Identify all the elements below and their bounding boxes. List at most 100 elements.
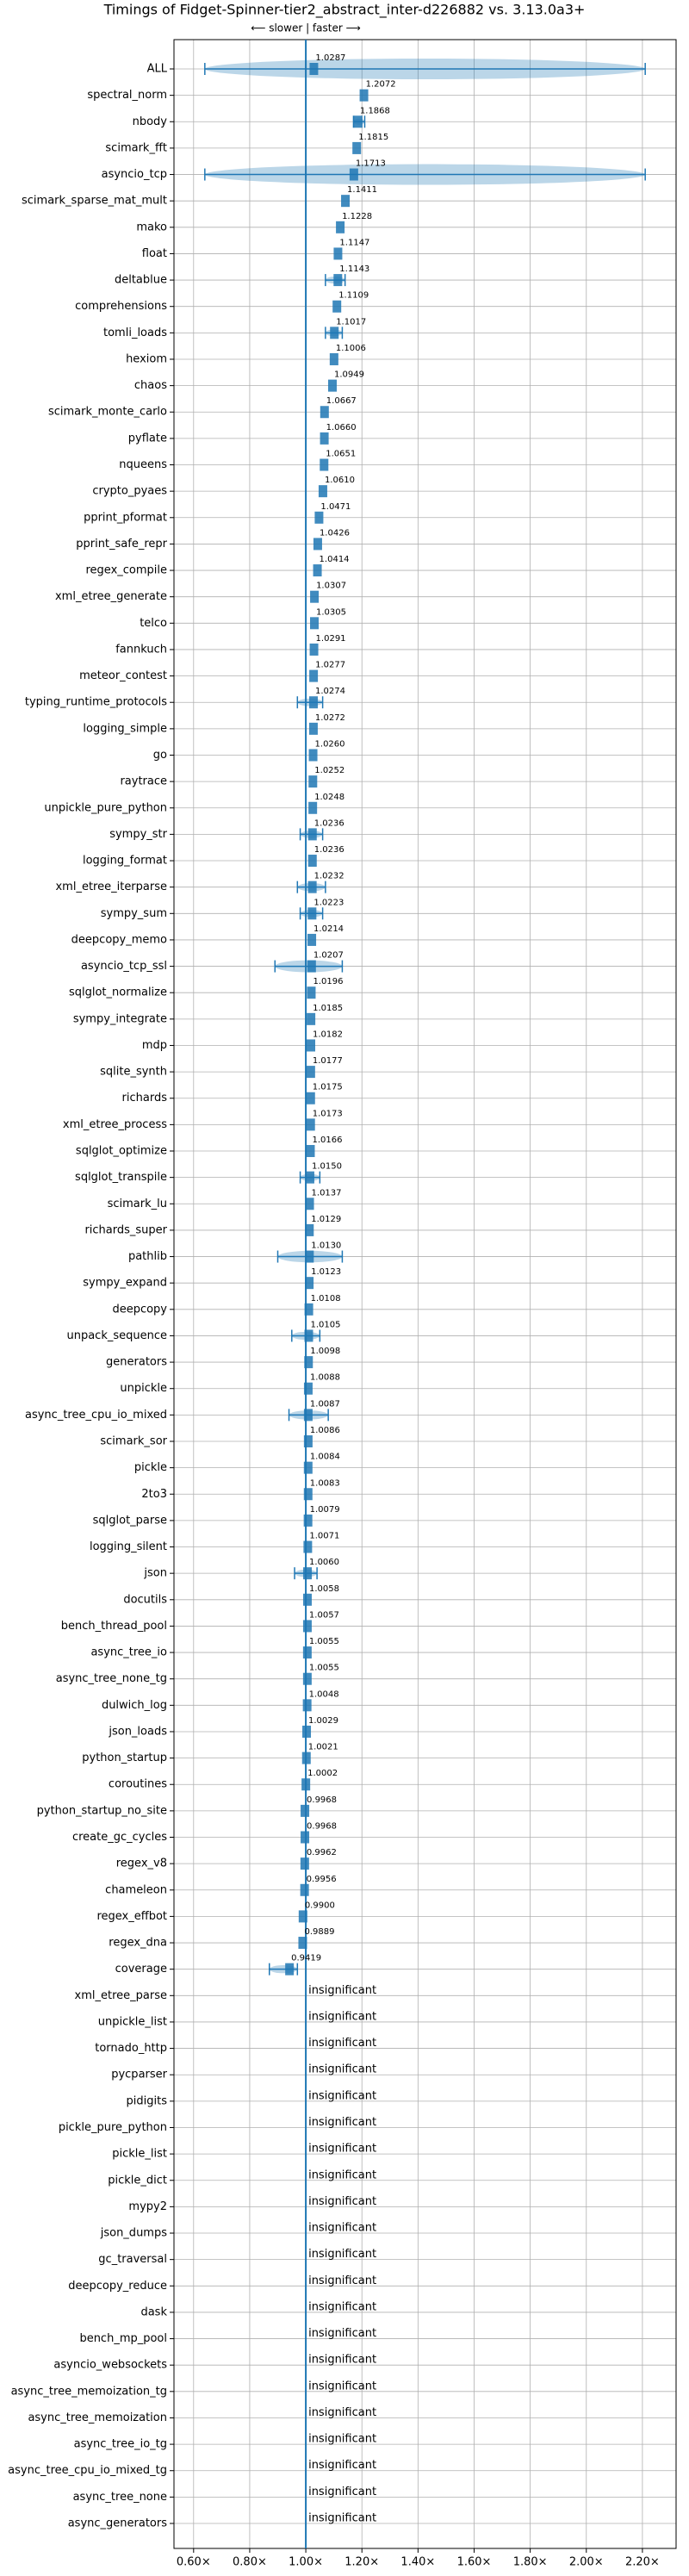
median-box xyxy=(308,749,318,762)
value-label: 1.0055 xyxy=(309,1637,339,1646)
value-label: 1.0196 xyxy=(313,977,343,986)
y-tick-label: json_dumps xyxy=(100,2227,167,2240)
insignificant-label: insignificant xyxy=(308,2089,376,2102)
median-box xyxy=(302,1593,312,1606)
y-tick-label: nqueens xyxy=(119,458,167,471)
insignificant-label: insignificant xyxy=(308,2406,376,2419)
y-tick-label: nbody xyxy=(133,115,168,128)
y-tick-label: regex_compile xyxy=(85,564,167,577)
value-label: 1.0130 xyxy=(311,1241,341,1251)
value-label: 1.0173 xyxy=(313,1109,343,1118)
y-tick-label: coroutines xyxy=(109,1778,167,1791)
insignificant-label: insignificant xyxy=(308,2459,376,2472)
value-label: 0.9968 xyxy=(307,1822,337,1832)
insignificant-label: insignificant xyxy=(308,2327,376,2340)
median-box xyxy=(341,195,351,208)
y-tick-label: deepcopy xyxy=(112,1303,167,1316)
y-tick-label: hexiom xyxy=(126,352,167,365)
value-label: 1.0236 xyxy=(314,818,344,828)
y-tick-label: go xyxy=(153,749,167,762)
insignificant-label: insignificant xyxy=(308,2037,376,2050)
insignificant-label: insignificant xyxy=(308,2300,376,2313)
y-tick-label: scimark_lu xyxy=(108,1198,167,1210)
value-label: 1.0471 xyxy=(320,502,351,512)
value-label: 1.0058 xyxy=(309,1584,339,1594)
value-label: 1.0029 xyxy=(308,1716,338,1726)
y-tick-label: regex_v8 xyxy=(116,1857,167,1870)
median-box xyxy=(303,1488,313,1501)
median-box xyxy=(298,1910,307,1923)
y-tick-label: sqlglot_parse xyxy=(93,1514,167,1527)
y-tick-label: xml_etree_process xyxy=(63,1118,167,1131)
y-tick-label: gc_traversal xyxy=(98,2253,167,2266)
value-label: 1.0277 xyxy=(315,661,345,670)
y-tick-label: tomli_loads xyxy=(103,327,167,339)
value-label: 0.9956 xyxy=(307,1875,337,1884)
x-tick-label: 1.60× xyxy=(457,2556,492,2569)
y-tick-label: mako xyxy=(136,221,167,233)
value-label: 1.0214 xyxy=(313,924,344,934)
value-label: 1.0088 xyxy=(310,1373,340,1383)
value-label: 1.0291 xyxy=(316,634,346,644)
y-tick-label: pickle xyxy=(134,1461,167,1474)
y-tick-label: float xyxy=(142,247,167,260)
value-label: 1.0272 xyxy=(315,713,345,723)
y-tick-label: async_tree_memoization xyxy=(28,2411,167,2424)
y-tick-label: async_tree_cpu_io_mixed_tg xyxy=(8,2464,167,2477)
median-box xyxy=(307,828,317,841)
median-box xyxy=(301,1752,311,1764)
insignificant-label: insignificant xyxy=(308,2354,376,2367)
y-tick-label: dask xyxy=(140,2305,167,2318)
y-tick-label: regex_dna xyxy=(109,1937,167,1950)
median-box xyxy=(305,1223,314,1236)
insignificant-label: insignificant xyxy=(308,2168,376,2181)
median-box xyxy=(307,907,317,920)
value-label: 1.0260 xyxy=(315,739,345,749)
value-label: 1.0002 xyxy=(307,1769,338,1778)
value-label: 1.0667 xyxy=(326,396,357,406)
value-label: 1.0287 xyxy=(315,53,345,63)
median-box xyxy=(304,1356,313,1369)
y-tick-label: dulwich_log xyxy=(102,1699,167,1712)
insignificant-label: insignificant xyxy=(308,1984,376,1997)
value-label: 0.9889 xyxy=(304,1927,334,1937)
y-tick-label: telco xyxy=(140,617,167,630)
y-tick-label: create_gc_cycles xyxy=(72,1831,167,1844)
y-tick-label: pickle_dict xyxy=(108,2174,167,2187)
y-tick-label: json xyxy=(143,1567,167,1580)
y-tick-label: tornado_http xyxy=(95,2042,167,2055)
value-label: 1.0087 xyxy=(310,1399,340,1409)
value-label: 1.0083 xyxy=(310,1478,340,1488)
median-box xyxy=(336,221,345,233)
median-box xyxy=(327,379,337,392)
median-box xyxy=(309,643,319,656)
value-label: 0.9419 xyxy=(291,1954,321,1963)
median-box xyxy=(349,168,358,181)
median-box xyxy=(303,1514,313,1527)
value-label: 1.2072 xyxy=(366,80,396,90)
median-box xyxy=(320,458,329,471)
y-tick-label: deepcopy_memo xyxy=(71,933,167,946)
x-tick-label: 1.20× xyxy=(344,2556,379,2569)
value-label: 1.0150 xyxy=(312,1162,342,1172)
median-box xyxy=(306,1118,315,1131)
value-label: 1.0071 xyxy=(309,1532,339,1541)
value-label: 1.0098 xyxy=(310,1347,340,1356)
y-tick-label: pyflate xyxy=(128,432,167,445)
value-label: 1.1109 xyxy=(338,291,369,301)
median-box xyxy=(304,1329,313,1342)
median-box xyxy=(314,511,324,524)
y-tick-label: pickle_list xyxy=(112,2148,167,2161)
value-label: 1.0949 xyxy=(334,370,364,380)
value-label: 1.0123 xyxy=(311,1267,341,1277)
value-label: 1.0426 xyxy=(320,528,350,538)
direction-note: ⟵ slower | faster ⟶ xyxy=(251,22,361,34)
y-tick-label: sympy_sum xyxy=(101,907,167,920)
y-tick-label: scimark_fft xyxy=(105,141,167,154)
y-tick-label: deltablue xyxy=(115,274,167,287)
y-tick-label: docutils xyxy=(123,1593,167,1606)
y-tick-label: unpickle xyxy=(120,1382,167,1395)
y-tick-label: sqlglot_transpile xyxy=(75,1171,167,1184)
value-label: 0.9962 xyxy=(307,1848,337,1857)
